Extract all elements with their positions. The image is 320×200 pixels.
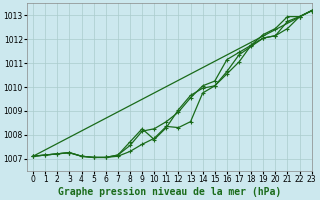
X-axis label: Graphe pression niveau de la mer (hPa): Graphe pression niveau de la mer (hPa) (58, 186, 281, 197)
